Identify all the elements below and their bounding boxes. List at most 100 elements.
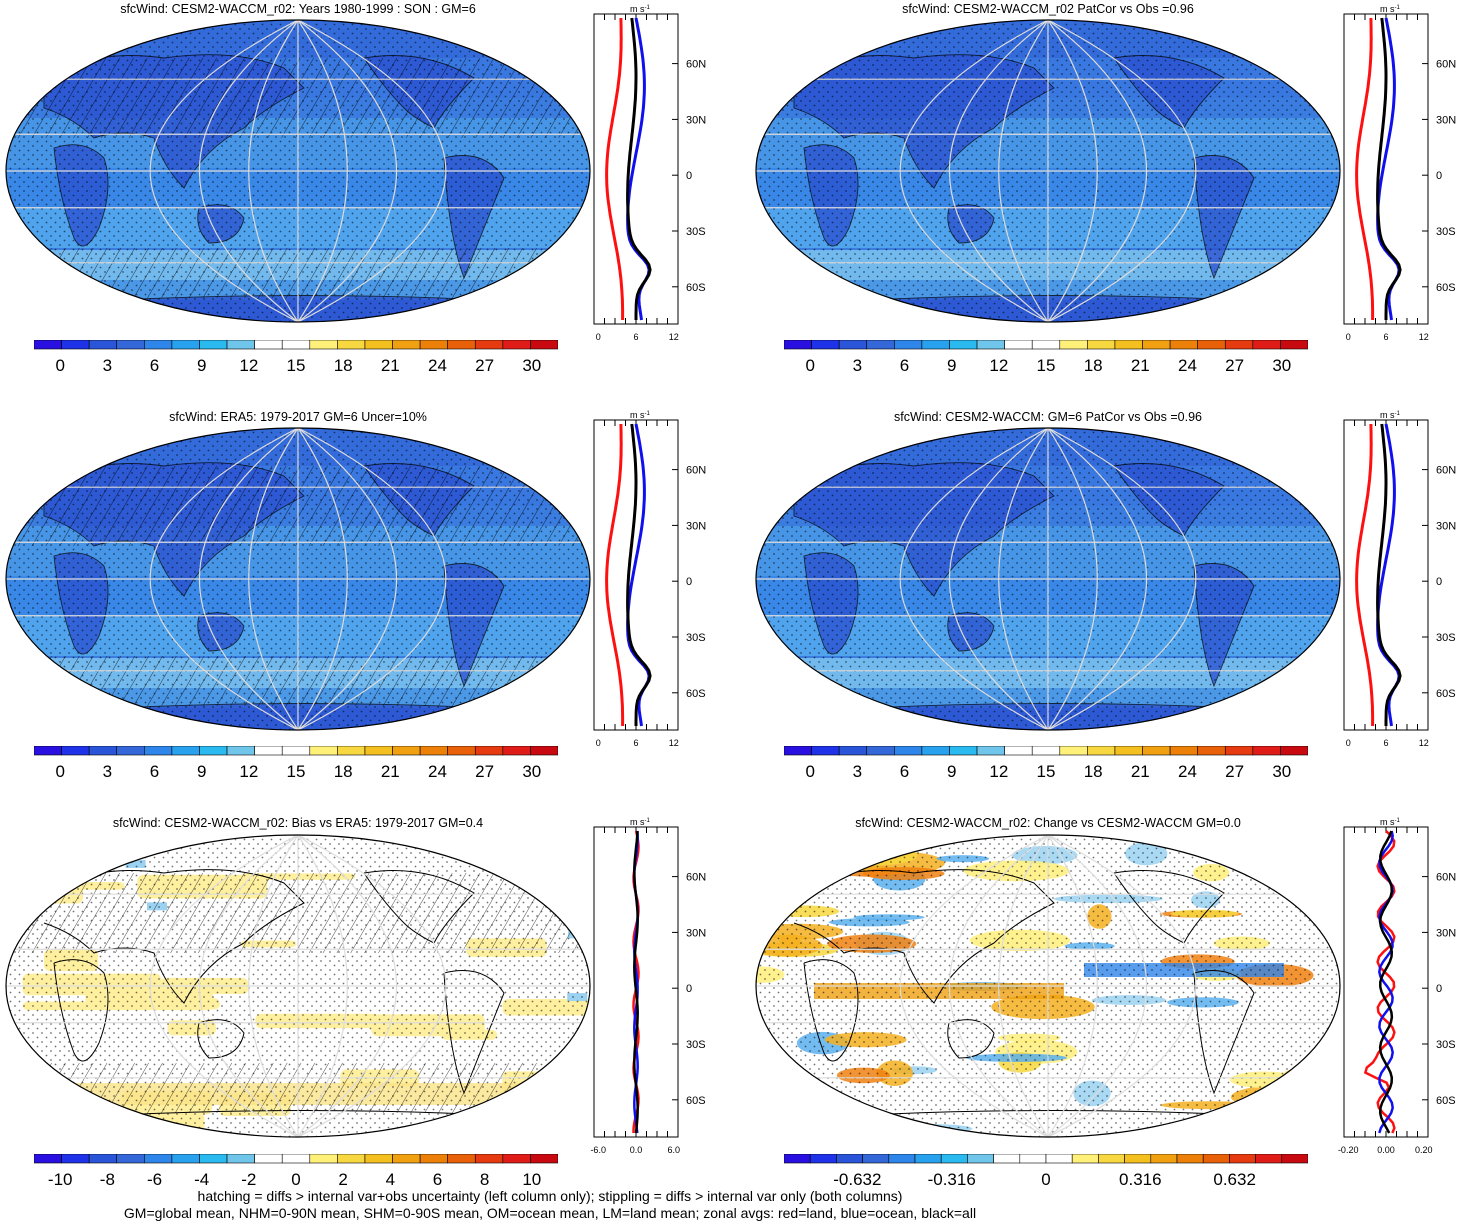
colorbar-swatch [171,1153,200,1164]
colorbar-swatch [1124,1153,1152,1164]
zonal-line [1355,423,1375,726]
colorbar-swatch [254,745,283,756]
colorbar-swatch [474,1153,504,1164]
colorbar-swatch [866,745,895,756]
panel-title-5: sfcWind: CESM2-WACCM_r02: Bias vs ERA5: … [112,816,484,830]
colorbar-swatch [88,1153,118,1164]
map-svg [755,19,1341,323]
colorbar-swatch [1197,745,1226,756]
colorbar-label: 3 [853,356,862,374]
zonal-x-tick: 6 [633,332,638,342]
colorbar-3: 0 3 6 9 12 15 18 21 24 27 30 [33,745,559,785]
map-panel-1 [4,18,592,324]
colorbar-label: 24 [1178,762,1197,780]
map-field [6,835,590,1137]
colorbar-swatch [116,339,145,350]
colorbar-label: 15 [287,762,306,780]
colorbar-2: 0 3 6 9 12 15 18 21 24 27 30 [783,339,1309,379]
colorbar-swatch [364,339,393,350]
colorbar-svg: -10 -8 -6 -4 -2 0 2 4 6 8 10 [33,1153,559,1189]
colorbar-swatch [447,745,476,756]
panel-title-4: sfcWind: CESM2-WACCM: GM=6 PatCor vs Obs… [894,410,1202,424]
colorbar-swatch [1031,745,1061,756]
colorbar-swatch [811,339,840,350]
colorbar-label: 9 [947,356,956,374]
colorbar-label: -6 [147,1170,162,1188]
colorbar-swatch [894,339,923,350]
zonal-line [626,423,652,726]
colorbar-swatch [921,745,950,756]
colorbar-label: 0 [55,356,64,374]
zonal-line [1355,17,1375,320]
zonal-x-tick: -6.0 [590,1145,606,1155]
colorbar-swatch [392,1153,421,1164]
map-panel-3 [4,426,592,732]
colorbar-swatch [61,1153,90,1164]
colorbar-swatch [1059,339,1088,350]
colorbar-svg: 0 3 6 9 12 15 18 21 24 27 30 [783,339,1309,375]
colorbar-label: -0.632 [833,1170,881,1188]
colorbar-swatch [530,745,559,756]
map-field [756,428,1340,730]
zonal-unit: m s-1 [630,4,650,14]
colorbar-swatch [419,1153,448,1164]
colorbar-label: 30 [522,356,541,374]
colorbar-swatch [783,1153,811,1164]
zonal-lat-label: 0 [1436,576,1442,588]
colorbar-swatch [309,1153,338,1164]
colorbar-label: 9 [197,356,206,374]
colorbar-label: 12 [239,762,258,780]
colorbar-swatch [1224,745,1254,756]
zonal-x-tick: 0 [1346,332,1351,342]
colorbar-swatch [116,1153,145,1164]
colorbar-label: 0 [805,356,814,374]
colorbar-swatch [364,745,393,756]
map-panel-6 [754,833,1342,1139]
zonal-lat-label: 30S [1436,1039,1456,1051]
colorbar-swatch [1176,1153,1204,1164]
colorbar-swatch [1087,339,1116,350]
zonal-svg: m s-1 60N 30N 0 30S 60S 0 6 12 [1343,410,1456,748]
colorbar-swatch [61,745,90,756]
colorbar-label: -8 [100,1170,115,1188]
colorbar-swatch [1004,339,1033,350]
colorbar-swatch [862,1153,890,1164]
zonal-lat-label: 60N [686,465,706,477]
zonal-lat-label: 60S [686,282,706,294]
map-field [6,428,590,730]
zonal-x-tick: 6 [1383,738,1388,748]
colorbar-swatch [226,1153,255,1164]
zonal-svg: m s-1 60N 30N 0 30S 60S -6.0 0.0 6.0 [590,817,706,1155]
colorbar-label: 3 [103,762,112,780]
zonal-lat-label: 0 [686,983,692,995]
map-outline [5,834,591,1138]
zonal-profile-1: m s-1 60N 30N 0 30S 60S 0 6 12 [586,4,738,354]
zonal-lat-label: 30N [1436,114,1456,126]
zonal-unit: m s-1 [1380,817,1400,827]
colorbar-swatch [1031,339,1061,350]
colorbar-swatch [364,1153,393,1164]
colorbar-label: 27 [1225,356,1244,374]
zonal-x-tick: 12 [669,738,679,748]
colorbar-label: 12 [989,762,1008,780]
colorbar-swatch [337,745,366,756]
colorbar-label: 9 [947,762,956,780]
colorbar-swatch [838,339,868,350]
colorbar-swatch [61,339,90,350]
colorbar-svg: 0 3 6 9 12 15 18 21 24 27 30 [33,339,559,375]
colorbar-label: 0 [55,762,64,780]
colorbar-swatch [281,1153,311,1164]
colorbar-label: 27 [1225,762,1244,780]
colorbar-label: 0 [805,762,814,780]
colorbar-swatch [811,745,840,756]
colorbar-label: 18 [334,356,353,374]
colorbar-swatch [199,339,228,350]
colorbar-label: 15 [1037,356,1056,374]
zonal-profile-6: m s-1 60N 30N 0 30S 60S -0.20 0.00 0.20 [1336,817,1483,1167]
colorbar-swatch [474,339,504,350]
colorbar-swatch [447,1153,476,1164]
colorbar-5: -10 -8 -6 -4 -2 0 2 4 6 8 10 [33,1153,559,1193]
colorbar-svg: 0 3 6 9 12 15 18 21 24 27 30 [33,745,559,781]
zonal-x-tick: 0.0 [630,1145,643,1155]
colorbar-label: 21 [381,762,400,780]
